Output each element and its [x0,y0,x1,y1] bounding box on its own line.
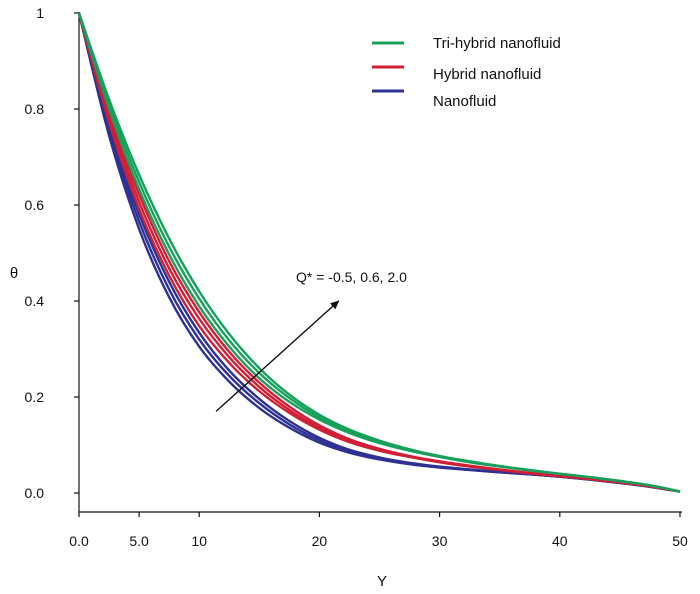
legend-label-tri-hybrid: Tri-hybrid nanofluid [433,35,561,52]
legend: Tri-hybrid nanofluid Hybrid nanofluid Na… [372,35,561,110]
series-line-tri-hybrid-nanofluid-q05 [77,12,681,493]
y-axis-label: θ [10,265,18,282]
y-tick-label: 0.2 [25,389,45,405]
y-tick-label: 0.6 [25,197,45,213]
y-tick-label: 1 [36,5,44,21]
y-tick-label: 0.0 [25,485,45,501]
series-layer [77,12,681,493]
x-tick-label: 0.0 [69,533,89,549]
plot-frame [78,12,682,513]
x-tick-label: 20 [312,533,328,549]
x-axis-label: Y [377,573,387,590]
legend-label-hybrid: Hybrid nanofluid [433,66,541,83]
y-tick-label: 0.4 [25,293,45,309]
x-tick-label: 5.0 [129,533,149,549]
parameter-annotation: Q* = -0.5, 0.6, 2.0 [296,269,407,285]
legend-label-nanofluid: Nanofluid [433,93,496,110]
y-tick-label: 0.8 [25,101,45,117]
y-axis-ticks: 0.0 0.2 0.4 0.6 0.8 1 [25,5,79,501]
x-tick-label: 10 [191,533,207,549]
x-tick-label: 40 [552,533,568,549]
parameter-arrow [215,300,340,412]
x-tick-label: 50 [672,533,688,549]
x-tick-label: 30 [432,533,448,549]
x-axis-ticks: 0.0 5.0 10 20 30 40 50 [69,512,688,549]
series-line-hybrid-nanofluid-q05 [77,12,681,493]
